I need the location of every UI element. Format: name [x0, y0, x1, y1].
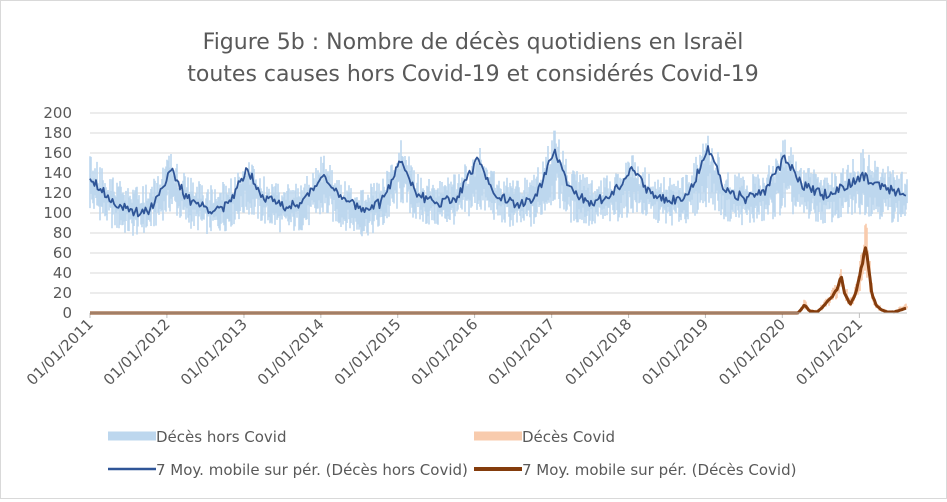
- y-tick-label: 80: [53, 224, 72, 242]
- chart-subtitle: toutes causes hors Covid-19 et considéré…: [187, 62, 759, 87]
- x-tick-label: 01/01/2021: [792, 315, 866, 389]
- y-tick-label: 160: [43, 144, 72, 162]
- series-band-0: [89, 130, 908, 237]
- legend-label: 7 Moy. mobile sur pér. (Décès hors Covid…: [156, 461, 468, 479]
- y-tick-label: 100: [43, 204, 72, 222]
- legend-label: Décès hors Covid: [156, 428, 287, 446]
- x-tick-label: 01/01/2018: [562, 315, 636, 389]
- series-layer: [89, 130, 908, 315]
- y-tick-label: 140: [43, 164, 72, 182]
- x-tick-label: 01/01/2019: [638, 315, 712, 389]
- x-tick-label: 01/01/2012: [100, 315, 174, 389]
- y-tick-label: 180: [43, 124, 72, 142]
- y-tick-label: 40: [53, 264, 72, 282]
- x-tick-label: 01/01/2020: [715, 315, 789, 389]
- y-tick-label: 20: [53, 284, 72, 302]
- chart-title: Figure 5b : Nombre de décès quotidiens e…: [203, 30, 744, 55]
- y-tick-label: 200: [43, 104, 72, 122]
- series-line-0: [89, 145, 907, 218]
- x-axis-tick-labels: 01/01/2011 01/01/2012 01/01/2013 01/01/2014…: [23, 313, 866, 389]
- x-tick-label: 01/01/2017: [485, 315, 559, 389]
- series-line-1: [90, 246, 907, 315]
- legend-label: 7 Moy. mobile sur pér. (Décès Covid): [522, 461, 796, 479]
- y-axis-tick-labels: 0 20 40 60 80 100 120 140 160 180 200: [43, 104, 72, 322]
- x-tick-label: 01/01/2015: [331, 315, 405, 389]
- y-tick-label: 120: [43, 184, 72, 202]
- x-tick-label: 01/01/2011: [23, 315, 97, 389]
- x-tick-label: 01/01/2016: [408, 315, 482, 389]
- legend: Décès hors Covid Décès Covid 7 Moy. mobile…: [108, 428, 796, 479]
- x-tick-label: 01/01/2013: [177, 315, 251, 389]
- legend-label: Décès Covid: [522, 428, 615, 446]
- y-tick-label: 60: [53, 244, 72, 262]
- x-tick-label: 01/01/2014: [254, 315, 328, 389]
- y-tick-label: 0: [62, 304, 72, 322]
